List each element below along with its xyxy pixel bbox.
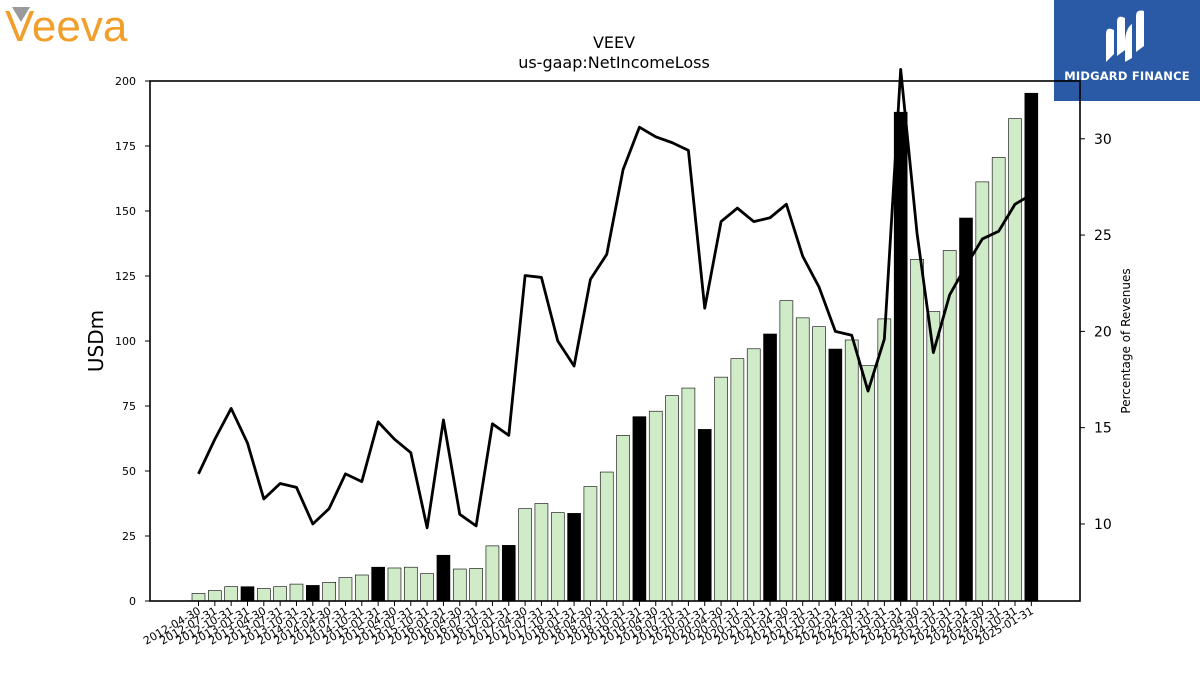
logo-triangle-icon — [12, 7, 30, 22]
company-logo: Veeva — [4, 2, 174, 51]
y-axis-label: USDm — [84, 310, 108, 372]
y2-axis-label: Percentage of Revenues — [1119, 268, 1133, 413]
y-tick-label: 125 — [115, 270, 136, 283]
bar — [452, 568, 467, 602]
bar — [420, 573, 434, 602]
veeva-logo-graphic: Veeva — [5, 2, 128, 51]
bar — [877, 318, 892, 602]
y2-tick-label: 20 — [1094, 324, 1112, 340]
bar — [436, 554, 451, 602]
y-tick-label: 25 — [122, 530, 136, 543]
bar — [501, 545, 516, 602]
bar — [861, 365, 875, 602]
y-tick-label: 175 — [115, 140, 136, 153]
bar-series — [191, 92, 1039, 602]
bar — [648, 410, 663, 602]
y2-tick-label: 10 — [1094, 517, 1112, 533]
bar — [795, 317, 810, 602]
brand-name: MIDGARD FINANCE — [1064, 69, 1190, 83]
bar — [224, 586, 238, 602]
bar — [828, 348, 843, 602]
bar — [338, 577, 353, 602]
bar — [746, 348, 761, 602]
bar — [322, 581, 336, 602]
midgard-logo-mark — [1106, 10, 1144, 63]
bar — [191, 593, 206, 602]
bar — [371, 566, 385, 602]
bar — [730, 358, 745, 602]
y2-tick-label: 25 — [1094, 228, 1112, 244]
bar — [273, 586, 287, 602]
brand-logo: MIDGARD FINANCE — [1054, 0, 1200, 101]
bar — [714, 376, 728, 602]
bar — [632, 416, 647, 602]
bar — [893, 111, 908, 602]
bar — [926, 311, 941, 602]
bar — [550, 512, 565, 602]
bar — [942, 250, 957, 602]
bar — [485, 545, 500, 602]
bar — [534, 503, 549, 602]
y-tick-label: 150 — [115, 205, 136, 218]
y-tick-label: 100 — [115, 335, 136, 348]
bar — [844, 339, 859, 602]
percentage-line — [197, 68, 1033, 530]
y-tick-label: 200 — [115, 75, 136, 88]
y-tick-label: 0 — [129, 595, 136, 608]
bar — [1008, 118, 1022, 602]
line-series — [197, 68, 1033, 530]
bar — [354, 574, 369, 602]
plot-frame — [149, 80, 1081, 602]
bar — [583, 486, 598, 602]
bar — [910, 259, 924, 602]
y2-tick-label: 15 — [1094, 421, 1112, 437]
bar — [289, 583, 304, 602]
bar — [681, 387, 696, 602]
bar — [518, 508, 532, 602]
y-tick-label: 50 — [122, 465, 136, 478]
bar — [403, 566, 418, 602]
chart-subtitle: us-gaap:NetIncomeLoss — [518, 53, 710, 72]
y-tick-label: 75 — [122, 400, 136, 413]
bar — [257, 588, 271, 602]
bar — [779, 300, 794, 602]
logo-wordmark: Veeva — [5, 2, 128, 46]
bar — [469, 568, 483, 602]
bar — [697, 429, 712, 602]
bar — [306, 585, 320, 602]
chart-title: VEEV — [593, 33, 635, 52]
bar — [1024, 92, 1039, 602]
bar — [208, 590, 222, 602]
bar — [812, 326, 826, 602]
y2-tick-label: 30 — [1094, 132, 1112, 148]
bar — [599, 471, 614, 602]
bar — [665, 395, 679, 602]
bar — [567, 513, 581, 602]
bar — [763, 333, 777, 602]
bar — [387, 567, 402, 602]
bar — [616, 435, 630, 602]
bar — [240, 586, 255, 602]
